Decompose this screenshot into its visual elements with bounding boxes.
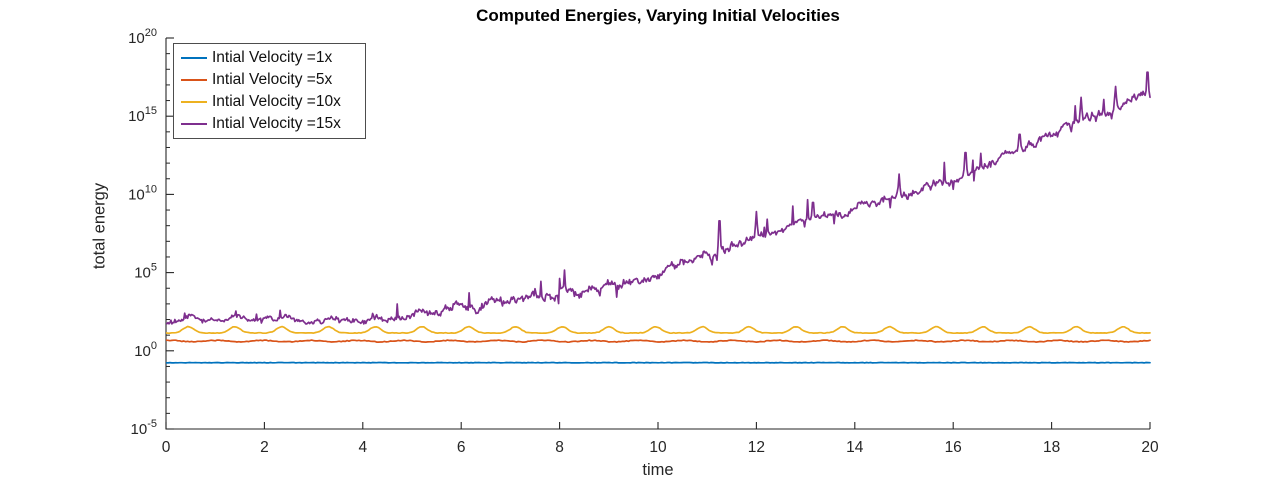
y-tick-label: 10-5 (131, 418, 157, 438)
chart-title: Computed Energies, Varying Initial Veloc… (476, 6, 840, 25)
x-tick-label: 18 (1043, 439, 1060, 456)
legend-line-sample-yellow (181, 100, 207, 104)
legend-line-sample-orange (181, 78, 207, 82)
x-tick-label: 14 (846, 439, 864, 456)
x-tick-label: 0 (162, 439, 171, 456)
legend-entry-1x: Intial Velocity =1x (181, 47, 365, 69)
legend-box: Intial Velocity =1x Intial Velocity =5x … (173, 43, 366, 139)
y-tick-label: 105 (134, 262, 157, 282)
legend-line-sample-blue (181, 56, 207, 60)
y-tick-label: 1010 (128, 183, 157, 203)
x-tick-label: 10 (649, 439, 667, 456)
y-tick-label: 1015 (128, 105, 157, 125)
x-tick-label: 8 (555, 439, 564, 456)
series-line-3 (166, 325, 1151, 335)
legend-entry-10x: Intial Velocity =10x (181, 91, 365, 113)
legend-label: Intial Velocity =10x (212, 93, 341, 110)
legend-label: Intial Velocity =15x (212, 115, 341, 132)
legend-label: Intial Velocity =5x (212, 71, 333, 88)
x-tick-label: 2 (260, 439, 269, 456)
y-axis-label: total energy (90, 182, 109, 270)
x-axis-label: time (642, 461, 674, 479)
x-tick-label: 20 (1141, 439, 1159, 456)
legend-label: Intial Velocity =1x (212, 49, 333, 66)
x-tick-label: 4 (358, 439, 367, 456)
legend-entry-5x: Intial Velocity =5x (181, 69, 365, 91)
y-tick-label: 1020 (128, 27, 157, 47)
x-tick-label: 16 (945, 439, 962, 456)
x-tick-label: 6 (457, 439, 466, 456)
y-tick-label: 100 (134, 340, 157, 360)
x-tick-label: 12 (748, 439, 765, 456)
legend-line-sample-purple (181, 122, 207, 126)
legend-entry-15x: Intial Velocity =15x (181, 113, 365, 135)
series-line-4 (166, 71, 1151, 325)
series-line-2 (166, 339, 1151, 344)
